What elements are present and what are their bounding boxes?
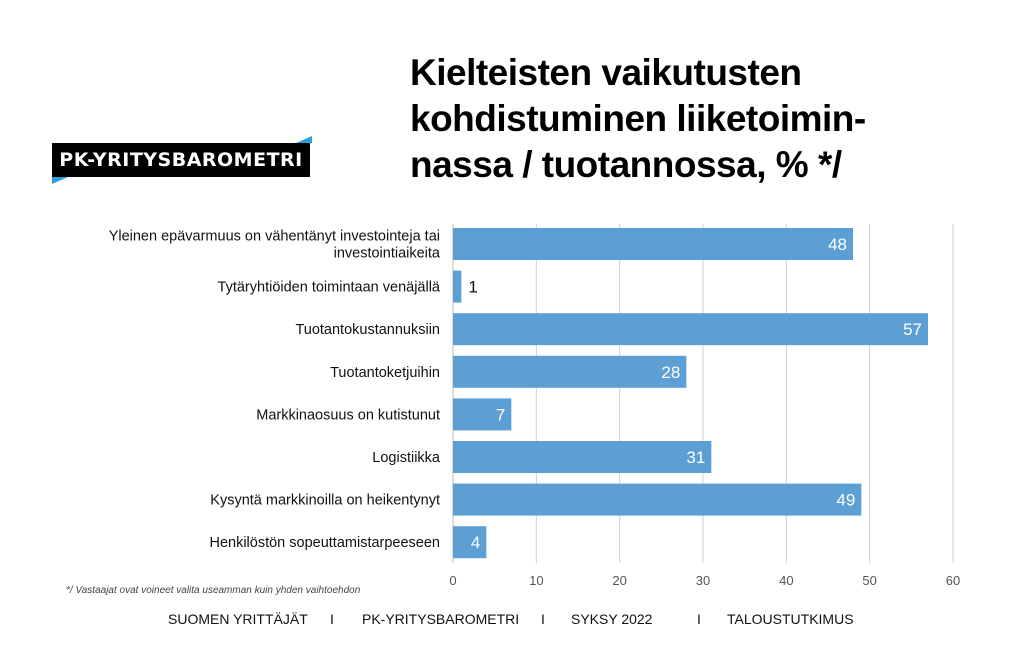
footer-org: SUOMEN YRITTÄJÄT — [168, 611, 308, 627]
x-tick-label: 60 — [946, 573, 960, 588]
title-line: kohdistuminen liiketoimin- — [410, 98, 866, 139]
x-tick-label: 0 — [449, 573, 456, 588]
bar — [453, 441, 712, 473]
footer-survey: PK-YRITYSBAROMETRI — [362, 611, 520, 627]
category-label: Markkinaosuus on kutistunut — [256, 407, 440, 423]
x-tick-label: 40 — [779, 573, 793, 588]
x-tick-label: 20 — [612, 573, 626, 588]
footer-season: SYKSY 2022 — [571, 611, 653, 627]
bar — [453, 270, 462, 303]
category-label: Tuotantoketjuihin — [330, 365, 440, 381]
data-label: 31 — [686, 448, 705, 467]
title-line: nassa / tuotannossa, % */ — [410, 144, 842, 185]
brand-logo: PK-YRITYSBAROMETRI — [52, 136, 312, 184]
footer-dept: TALOUSTUTKIMUS — [727, 611, 854, 627]
footer-sep: I — [697, 611, 701, 627]
chart-title: Kielteisten vaikutusten kohdistuminen li… — [410, 50, 970, 188]
data-label: 49 — [836, 491, 855, 510]
footer-sep: I — [330, 611, 334, 627]
title-line: Kielteisten vaikutusten — [410, 52, 802, 93]
footer-sep: I — [541, 611, 545, 627]
x-tick-label: 10 — [529, 573, 543, 588]
bar — [453, 526, 487, 559]
category-label: Henkilöstön sopeuttamistarpeeseen — [209, 535, 440, 551]
bar — [453, 313, 928, 346]
data-label: 48 — [828, 235, 847, 254]
x-tick-label: 50 — [862, 573, 876, 588]
category-label: Tytäryhtiöiden toimintaan venäjällä — [218, 280, 441, 296]
category-label: investointiaikeita — [334, 246, 441, 262]
category-label: Tuotantokustannuksiin — [295, 322, 440, 338]
footnote: */ Vastaajat ovat voineet valita useamma… — [66, 585, 361, 596]
data-label: 57 — [903, 320, 922, 339]
category-label: Yleinen epävarmuus on vähentänyt investo… — [109, 229, 440, 245]
data-label: 1 — [468, 278, 477, 297]
data-label: 7 — [496, 405, 505, 424]
bar — [453, 398, 512, 431]
category-label: Logistiikka — [372, 450, 441, 466]
bar — [453, 483, 862, 516]
bar — [453, 228, 853, 260]
data-label: 28 — [661, 363, 680, 382]
data-label: 4 — [471, 533, 480, 552]
bar — [453, 355, 687, 388]
x-tick-label: 30 — [696, 573, 710, 588]
category-label: Kysyntä markkinoilla on heikentynyt — [210, 493, 440, 509]
